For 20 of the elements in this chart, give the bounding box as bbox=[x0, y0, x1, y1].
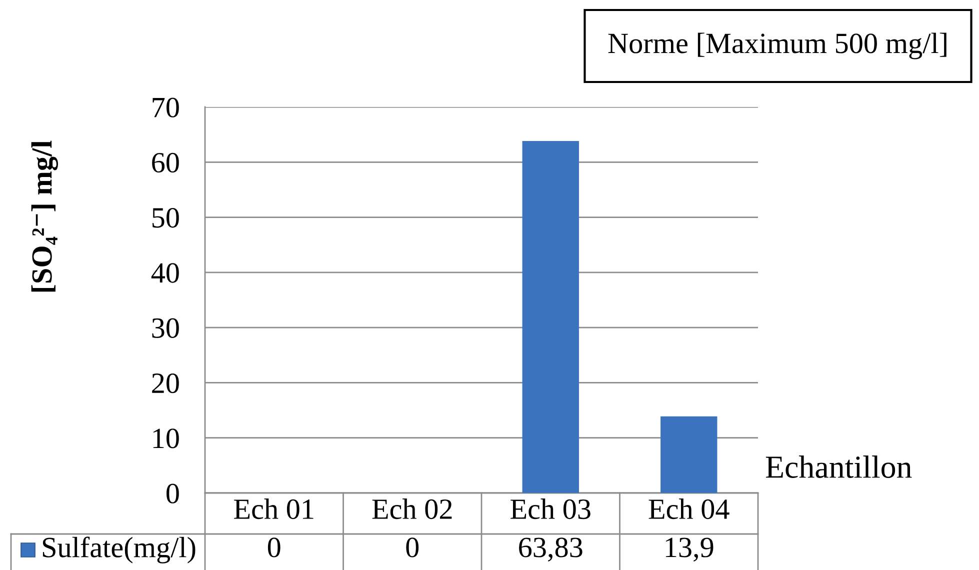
y-tick-label: 60 bbox=[152, 152, 179, 173]
x-tick-label: Ech 04 bbox=[648, 498, 730, 520]
legend-label: Sulfate(mg/l) bbox=[42, 536, 196, 564]
y-tick-label: 70 bbox=[152, 98, 179, 118]
x-tick-label: Ech 02 bbox=[372, 498, 452, 520]
y-axis-title: [SO₄²⁻] mg/l bbox=[31, 140, 58, 292]
y-tick-label: 10 bbox=[153, 428, 179, 448]
y-tick-label: 50 bbox=[152, 208, 179, 228]
data-label: 63,83 bbox=[519, 538, 582, 562]
x-tick-label: Ech 03 bbox=[510, 498, 590, 520]
y-tick-label: 20 bbox=[152, 373, 179, 394]
data-label: 0 bbox=[268, 538, 280, 558]
y-tick-label: 0 bbox=[166, 484, 179, 504]
data-label: 13,9 bbox=[666, 538, 714, 562]
x-tick-label: Ech 01 bbox=[234, 498, 314, 520]
y-tick-label: 40 bbox=[151, 263, 179, 283]
y-tick-label: 30 bbox=[152, 318, 179, 338]
text: Norme [Maximum 500 mg/l] bbox=[608, 32, 946, 60]
x-axis-title: Echantillon bbox=[766, 456, 912, 478]
data-label: 0 bbox=[406, 538, 419, 558]
